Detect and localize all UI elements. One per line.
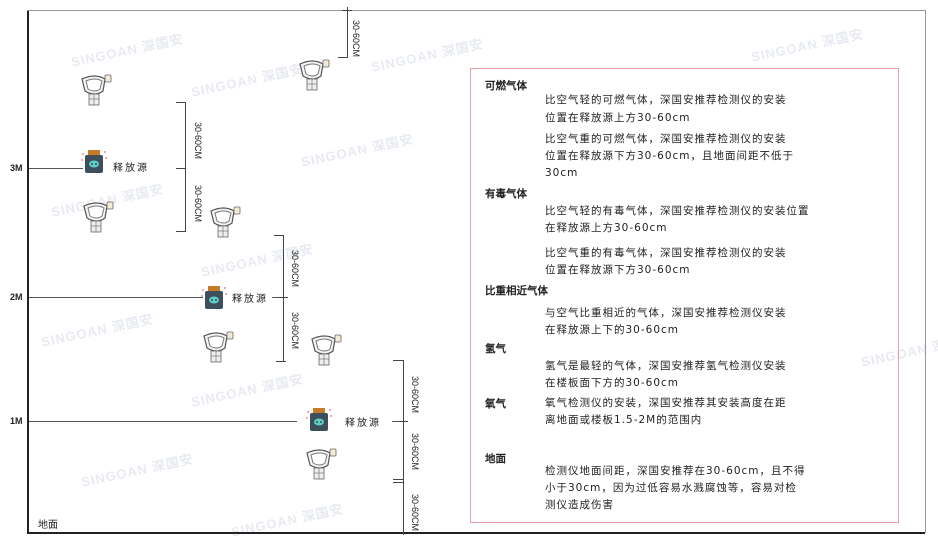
- dimension-tick: [398, 421, 408, 422]
- watermark: SINGOAN 深国安: [79, 451, 195, 490]
- watermark: SINGOAN 深国安: [369, 36, 485, 75]
- dimension-tick: [176, 231, 186, 232]
- watermark: SINGOAN 深国安: [299, 131, 415, 170]
- gas-detector-icon: [200, 330, 234, 364]
- right-wall-line: [925, 10, 926, 533]
- note-text: 检测仪地面间距，深国安推荐在30-60cm，且不得: [545, 465, 806, 477]
- dimension-label: 30-60CM: [193, 122, 203, 160]
- dimension-label: 30-60CM: [351, 20, 361, 58]
- gas-detector-icon: [296, 58, 330, 92]
- note-text: 氢气是最轻的气体，深国安推荐氢气检测仪安装: [545, 360, 787, 372]
- dimension-line: [347, 7, 348, 58]
- watermark: SINGOAN 深国安: [39, 311, 155, 350]
- note-text: 与空气比重相近的气体，深国安推荐检测仪安装: [545, 307, 787, 319]
- dimension-tick: [342, 10, 352, 11]
- section-title-toxic: 有毒气体: [485, 188, 527, 200]
- gas-detector-icon: [207, 205, 241, 239]
- note-text: 离地面或楼板1.5-2M的范围内: [545, 414, 703, 426]
- note-text: 在楼板面下方的30-60cm: [545, 377, 680, 389]
- dimension-line: [283, 235, 284, 362]
- dimension-tick: [393, 482, 403, 483]
- note-text: 在释放源上下的30-60cm: [545, 324, 680, 336]
- watermark: SINGOAN 深国安: [69, 31, 185, 70]
- release-source-icon: [200, 284, 228, 312]
- dimension-tick: [278, 297, 288, 298]
- release-source-label: 释放源: [232, 294, 268, 305]
- section-title-ground: 地面: [485, 453, 506, 465]
- dimension-tick: [274, 235, 284, 236]
- dimension-tick: [176, 168, 186, 169]
- section-title-hydrogen: 氢气: [485, 343, 506, 355]
- dimension-line: [403, 360, 404, 535]
- dimension-label: 30-60CM: [290, 250, 300, 288]
- dimension-tick: [276, 361, 286, 362]
- note-text: 30cm: [545, 167, 579, 179]
- gas-detector-icon: [78, 73, 112, 107]
- note-text: 在释放源上方30-60cm: [545, 222, 668, 234]
- section-title-combustible: 可燃气体: [485, 80, 527, 92]
- note-text: 比空气轻的有毒气体，深国安推荐检测仪的安装位置: [545, 205, 810, 217]
- note-text: 小于30cm，因为过低容易水溅腐蚀等，容易对检: [545, 482, 797, 494]
- level-2m-label: 2M: [10, 292, 23, 302]
- level-3m-line: [29, 168, 83, 169]
- section-title-oxygen: 氧气: [485, 398, 506, 410]
- note-text: 测仪造成伤害: [545, 499, 614, 511]
- level-3m-label: 3M: [10, 163, 23, 173]
- release-source-icon: [80, 148, 108, 176]
- dimension-label: 30-60CM: [193, 185, 203, 223]
- release-source-icon: [305, 406, 333, 434]
- dimension-label: 30-60CM: [410, 376, 420, 414]
- note-text: 位置在释放源下方30-60cm，且地面间距不低于: [545, 150, 795, 162]
- note-text: 位置在释放源上方30-60cm: [545, 112, 691, 124]
- installation-notes-panel: 可燃气体 比空气轻的可燃气体，深国安推荐检测仪的安装 位置在释放源上方30-60…: [470, 68, 899, 523]
- level-2m-line: [29, 297, 203, 298]
- gas-detector-icon: [308, 333, 342, 367]
- release-source-label: 释放源: [113, 163, 149, 174]
- note-text: 位置在释放源下方30-60cm: [545, 264, 691, 276]
- dimension-tick: [338, 57, 348, 58]
- floor-line: [27, 532, 925, 534]
- wall-line: [27, 10, 29, 533]
- ceiling-line: [27, 10, 925, 11]
- release-source-label: 释放源: [345, 418, 381, 429]
- level-1m-line: [29, 421, 297, 422]
- watermark: SINGOAN 深国安: [189, 371, 305, 410]
- watermark: SINGOAN 深国安: [749, 26, 865, 65]
- watermark: SINGOAN 深国安: [189, 61, 305, 100]
- note-text: 氧气检测仪的安装，深国安推荐其安装高度在距: [545, 397, 787, 409]
- note-text: 比空气重的有毒气体，深国安推荐检测仪的安装: [545, 247, 787, 259]
- dimension-label: 30-60CM: [290, 312, 300, 350]
- ground-label: 地面: [38, 520, 58, 531]
- watermark: SINGOAN 深国安: [229, 501, 345, 540]
- gas-detector-icon: [80, 200, 114, 234]
- note-text: 比空气轻的可燃气体，深国安推荐检测仪的安装: [545, 94, 787, 106]
- dimension-label: 30-60CM: [410, 433, 420, 471]
- gas-detector-icon: [303, 447, 337, 481]
- section-title-similar: 比重相近气体: [485, 285, 548, 297]
- dimension-tick: [393, 360, 403, 361]
- dimension-tick: [176, 102, 186, 103]
- dimension-line: [185, 102, 186, 232]
- note-text: 比空气重的可燃气体，深国安推荐检测仪的安装: [545, 133, 787, 145]
- level-1m-label: 1M: [10, 416, 23, 426]
- dimension-label: 30-60CM: [410, 494, 420, 532]
- dimension-tick: [393, 479, 403, 480]
